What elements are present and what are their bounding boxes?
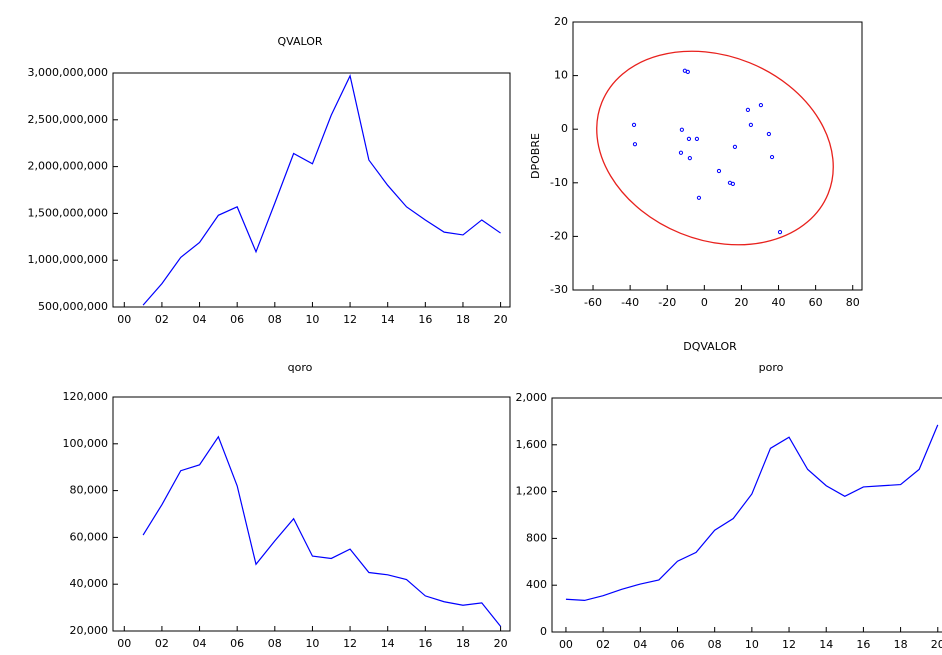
scatter-point <box>694 136 700 141</box>
scatter-point <box>632 142 638 147</box>
y-axis-label: DPOBRE <box>529 133 542 179</box>
y-tick-label: 1,600 <box>516 438 548 451</box>
x-tick-label: 02 <box>155 637 169 650</box>
x-tick-label: 16 <box>856 638 870 651</box>
x-axis-label: DQVALOR <box>683 340 737 353</box>
chart-title: qoro <box>288 361 313 374</box>
x-tick-label: 10 <box>305 313 319 326</box>
x-tick-label: 20 <box>494 637 508 650</box>
x-tick-label: 14 <box>819 638 833 651</box>
scatter-point <box>678 150 684 155</box>
y-tick-label: -30 <box>550 283 568 296</box>
x-tick-label: 18 <box>456 637 470 650</box>
y-tick-label: 0 <box>540 625 547 638</box>
x-tick-label: 04 <box>633 638 647 651</box>
x-tick-label: 04 <box>193 313 207 326</box>
x-tick-label: 12 <box>343 637 357 650</box>
x-tick-label: 16 <box>418 313 432 326</box>
plot-frame <box>112 72 511 308</box>
scatter-point <box>685 69 690 74</box>
x-tick-label: 06 <box>670 638 684 651</box>
scatter-point <box>732 144 738 149</box>
x-tick-label: 20 <box>494 313 508 326</box>
x-tick-label: 04 <box>193 637 207 650</box>
x-tick-label: 02 <box>155 313 169 326</box>
scatter-point <box>716 168 722 174</box>
x-tick-label: 18 <box>456 313 470 326</box>
y-tick-label: 60,000 <box>70 530 109 543</box>
x-tick-label: -40 <box>621 296 639 309</box>
x-tick-label: 12 <box>343 313 357 326</box>
scatter-point <box>730 181 735 186</box>
y-tick-label: 2,500,000,000 <box>28 113 108 126</box>
scatter-point <box>777 230 783 235</box>
chart-title: QVALOR <box>277 35 322 48</box>
y-tick-label: 120,000 <box>63 390 109 403</box>
scatter-point <box>679 127 684 132</box>
y-tick-label: 10 <box>554 69 568 82</box>
y-tick-label: 1,500,000,000 <box>28 206 108 219</box>
x-tick-label: 0 <box>701 296 708 309</box>
scatter-point <box>686 136 692 141</box>
plot-frame <box>551 397 942 633</box>
scatter-point <box>745 107 751 113</box>
data-line <box>142 435 502 627</box>
x-tick-label: 18 <box>894 638 908 651</box>
y-tick-label: 40,000 <box>70 577 109 590</box>
scatter-point <box>766 131 771 137</box>
y-tick-label: 800 <box>526 531 547 544</box>
x-tick-label: 00 <box>117 313 131 326</box>
x-tick-label: 02 <box>596 638 610 651</box>
x-tick-label: 08 <box>708 638 722 651</box>
y-tick-label: 100,000 <box>63 437 109 450</box>
x-tick-label: 40 <box>772 296 786 309</box>
x-tick-label: 10 <box>745 638 759 651</box>
x-tick-label: 00 <box>559 638 573 651</box>
y-tick-label: 2,000 <box>516 391 548 404</box>
data-line <box>565 424 939 602</box>
y-tick-label: 1,000,000,000 <box>28 253 108 266</box>
y-tick-label: 3,000,000,000 <box>28 66 108 79</box>
y-tick-label: 1,200 <box>516 485 548 498</box>
x-tick-label: 06 <box>230 313 244 326</box>
y-tick-label: -20 <box>550 229 568 242</box>
scatter-point <box>748 122 753 128</box>
scatter-point <box>769 154 775 160</box>
x-tick-label: 06 <box>230 637 244 650</box>
data-line <box>142 73 501 306</box>
y-tick-label: 500,000,000 <box>38 300 108 313</box>
x-tick-label: 10 <box>305 637 319 650</box>
y-tick-label: 2,000,000,000 <box>28 160 108 173</box>
y-tick-label: -10 <box>550 176 568 189</box>
x-tick-label: 08 <box>268 637 282 650</box>
chart-title: poro <box>759 361 784 374</box>
x-tick-label: 12 <box>782 638 796 651</box>
x-tick-label: 20 <box>931 638 942 651</box>
x-tick-label: -60 <box>584 296 602 309</box>
x-tick-label: -20 <box>658 296 676 309</box>
y-tick-label: 400 <box>526 578 547 591</box>
y-tick-label: 20,000 <box>70 624 109 637</box>
confidence-ellipse <box>596 50 834 246</box>
x-tick-label: 14 <box>381 637 395 650</box>
plot-frame <box>572 21 863 291</box>
scatter-point <box>687 156 692 161</box>
x-tick-label: 16 <box>418 637 432 650</box>
x-tick-label: 60 <box>809 296 823 309</box>
y-tick-label: 80,000 <box>70 484 109 497</box>
x-tick-label: 14 <box>381 313 395 326</box>
y-tick-label: 20 <box>554 15 568 28</box>
plot-frame <box>112 396 511 632</box>
scatter-point <box>696 195 702 200</box>
x-tick-label: 00 <box>117 637 131 650</box>
x-tick-label: 20 <box>734 296 748 309</box>
y-tick-label: 0 <box>561 122 568 135</box>
scatter-point <box>631 122 637 128</box>
scatter-point <box>758 102 764 108</box>
x-tick-label: 08 <box>268 313 282 326</box>
x-tick-label: 80 <box>846 296 860 309</box>
